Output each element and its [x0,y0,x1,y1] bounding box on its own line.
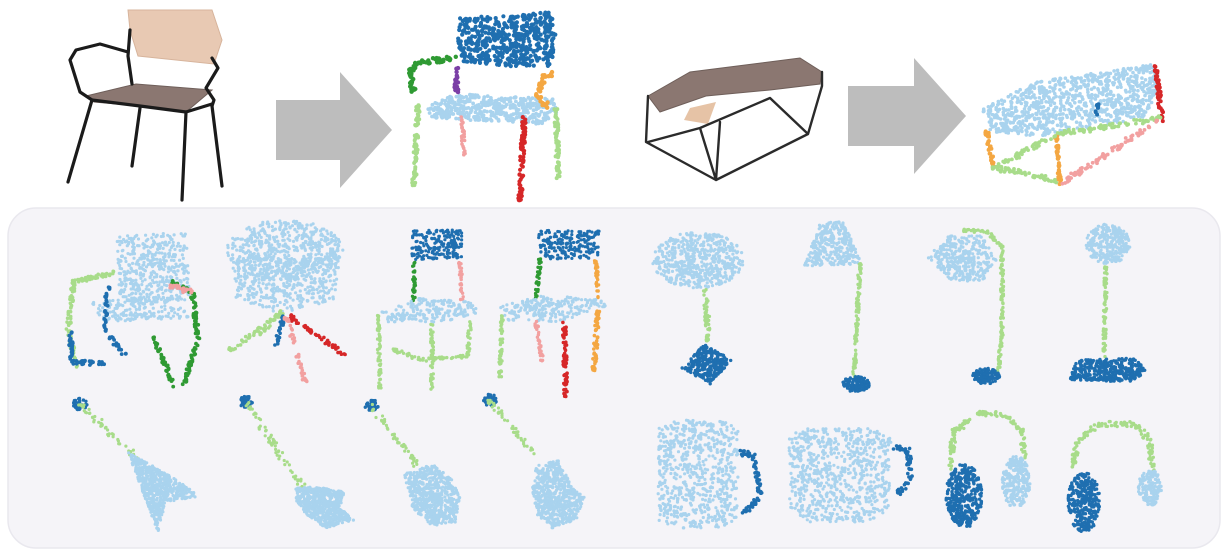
table-top-surface [647,57,823,113]
chair-wire-back-left [126,28,134,86]
arrow-right-icon [276,72,392,188]
table-leg-back-right [1152,64,1165,124]
arrow-right-icon [848,58,966,174]
gallery-table-lamp [651,231,745,386]
chair-center-post-points [452,65,461,95]
table-wire-box [644,70,824,182]
table-wireframe-input [644,57,824,182]
table-leg-front-left [983,129,996,169]
chair-right-arm-points [534,69,555,110]
chair-left-arm-points [407,54,458,94]
chair-front-leg-points [459,115,467,157]
gallery-cantilever-chair [375,228,478,391]
gallery-headphones-1 [944,409,1032,528]
table-point-cloud-output [981,63,1165,187]
chair-back-surface [127,9,223,65]
gallery-floor-lamp [803,220,871,393]
table-leg-back [1093,102,1101,117]
table-stretcher-b [990,114,1163,171]
gallery-guitar-4 [482,392,586,530]
chair-wire-right-arm [204,56,220,108]
table-top-highlight [684,102,716,124]
gallery-guitar-1 [72,396,197,533]
table-leg-front-right [1053,133,1064,187]
chair-wire-leg-2 [130,106,142,168]
chair-left-leg-points [410,103,422,188]
gallery-armchair [64,232,202,389]
gallery-panel [7,207,1221,549]
chair-wire-leg-1 [66,98,94,184]
chair-right-back-leg-points [552,107,562,181]
gallery-mug-1 [656,418,764,530]
gallery-chair-four [497,228,607,399]
gallery-guitar-2 [239,394,355,530]
chair-wire-leg-4 [210,104,224,188]
chair-point-cloud-output [407,10,562,203]
table-stretcher-a [991,164,1059,185]
gallery-guitar-3 [363,398,462,527]
chair-wire-seat-edge [90,98,214,114]
chair-back-points [456,10,558,69]
chair-wire-left-arm [68,42,130,102]
gallery-desk-lamp-2 [1068,222,1147,383]
table-stretcher-c [1060,118,1160,186]
gallery-swivel-chair [226,219,347,384]
gallery-mug-2 [787,427,914,524]
table-top-points [981,63,1161,137]
gallery-desk-lamp-1 [926,227,1006,386]
gallery-headphones-2 [1066,419,1163,533]
chair-wire-leg-3 [180,110,188,202]
chair-wireframe-input [66,9,224,202]
chair-right-front-leg-points [516,115,528,203]
segmentation-gallery [64,219,1163,533]
